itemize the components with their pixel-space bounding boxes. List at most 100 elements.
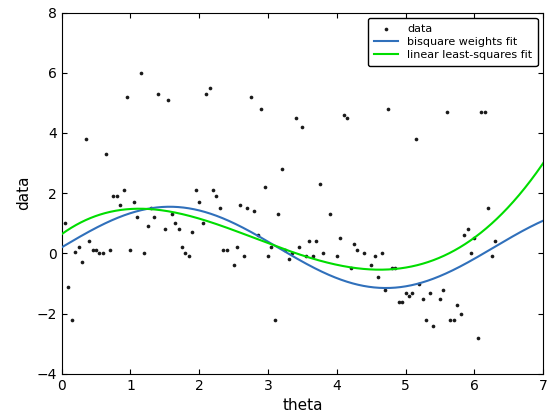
data (374, 274, 382, 281)
data (301, 253, 310, 260)
data (202, 90, 211, 97)
data (260, 184, 269, 191)
data (250, 208, 259, 215)
data (74, 244, 83, 251)
data (439, 286, 448, 293)
data (428, 322, 437, 329)
linear least-squares fit (58, 232, 65, 237)
data (243, 205, 252, 212)
linear least-squares fit (443, 252, 450, 257)
data (456, 310, 465, 317)
bisquare weights fit (540, 218, 547, 223)
data (219, 247, 228, 254)
linear least-squares fit (253, 236, 260, 241)
data (343, 115, 352, 121)
data (236, 202, 245, 209)
data (85, 238, 94, 245)
data (264, 253, 273, 260)
data (346, 265, 355, 272)
data (295, 244, 304, 251)
data (174, 226, 183, 233)
data (71, 249, 80, 255)
data (274, 211, 283, 218)
data (229, 262, 238, 269)
data (325, 211, 334, 218)
data (394, 298, 403, 305)
data (401, 289, 410, 296)
data (195, 199, 204, 206)
data (205, 84, 214, 91)
data (284, 256, 293, 263)
data (270, 316, 279, 323)
data (136, 69, 145, 76)
data (277, 166, 286, 173)
bisquare weights fit (166, 204, 173, 209)
data (129, 199, 138, 206)
data (484, 205, 493, 212)
linear least-squares fit (434, 256, 441, 261)
Y-axis label: data: data (16, 176, 31, 210)
data (78, 259, 87, 266)
data (422, 316, 431, 323)
data (370, 253, 379, 260)
data (391, 265, 400, 272)
data (143, 223, 152, 230)
data (312, 238, 321, 245)
data (192, 187, 200, 194)
data (147, 205, 156, 212)
bisquare weights fit (444, 270, 450, 276)
data (404, 292, 413, 299)
data (339, 112, 348, 118)
data (112, 193, 121, 199)
data (181, 250, 190, 257)
X-axis label: theta: theta (282, 398, 323, 413)
data (99, 250, 108, 257)
data (336, 235, 345, 242)
data (109, 193, 118, 199)
data (64, 283, 73, 290)
bisquare weights fit (58, 245, 65, 250)
data (315, 181, 324, 187)
data (380, 286, 389, 293)
data (178, 244, 186, 251)
data (319, 250, 328, 257)
Legend: data, bisquare weights fit, linear least-squares fit: data, bisquare weights fit, linear least… (368, 18, 538, 66)
data (105, 247, 114, 254)
data (119, 187, 128, 194)
linear least-squares fit (270, 243, 277, 248)
data (412, 136, 421, 142)
data (463, 226, 472, 233)
data (460, 232, 469, 239)
data (102, 151, 111, 158)
data (446, 316, 455, 323)
data (487, 253, 496, 260)
data (123, 94, 132, 100)
data (188, 229, 197, 236)
data (222, 247, 231, 254)
data (216, 205, 225, 212)
data (415, 280, 424, 287)
data (491, 238, 500, 245)
linear least-squares fit (108, 209, 114, 214)
Line: bisquare weights fit: bisquare weights fit (62, 207, 543, 288)
data (449, 316, 458, 323)
data (139, 250, 148, 257)
data (133, 214, 142, 220)
bisquare weights fit (390, 285, 396, 290)
data (388, 265, 396, 272)
data (208, 187, 217, 194)
data (384, 105, 393, 112)
data (167, 211, 176, 218)
data (398, 298, 407, 305)
data (67, 316, 76, 323)
data (164, 97, 172, 103)
data (160, 226, 169, 233)
data (88, 247, 97, 254)
bisquare weights fit (382, 286, 389, 291)
data (184, 253, 193, 260)
linear least-squares fit (376, 267, 383, 272)
data (436, 295, 445, 302)
data (291, 115, 300, 121)
data (418, 295, 427, 302)
data (91, 247, 100, 254)
